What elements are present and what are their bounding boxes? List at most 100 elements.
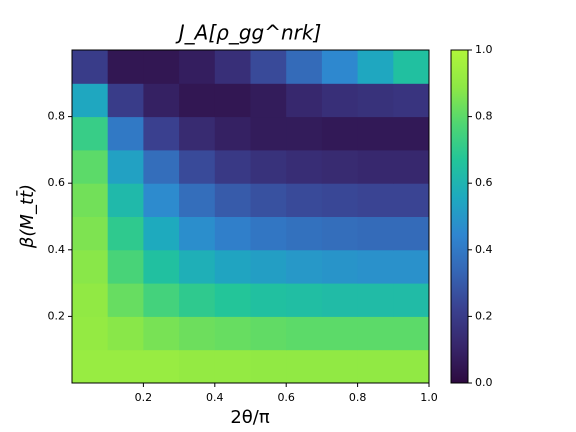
heat-cell <box>250 283 287 317</box>
heat-cell <box>214 249 251 284</box>
colorbar-tick-label: 0.2 <box>475 309 493 322</box>
heat-cell <box>321 50 359 84</box>
heat-cell <box>286 83 323 118</box>
y-tick-label: 0.8 <box>48 110 66 123</box>
heat-cell <box>72 349 109 384</box>
heat-cell <box>214 149 251 184</box>
heat-cell <box>143 349 180 384</box>
heat-cell <box>107 249 144 284</box>
heat-cell <box>393 116 430 151</box>
heat-cell <box>107 349 144 384</box>
heat-cell <box>250 216 287 251</box>
heat-cell <box>107 283 144 317</box>
heat-cell <box>72 249 109 284</box>
heat-cell <box>250 83 287 118</box>
heat-cell <box>321 83 359 118</box>
heat-cell <box>179 349 216 384</box>
heat-cell <box>357 116 394 151</box>
heat-cell <box>143 316 180 351</box>
heat-cell <box>179 283 216 317</box>
heat-cell <box>72 50 109 84</box>
heat-cell <box>393 283 430 317</box>
heat-cell <box>179 216 216 251</box>
heat-cell <box>286 283 323 317</box>
heat-cell <box>286 183 323 217</box>
colorbar-tick-label: 0.0 <box>475 376 493 389</box>
heat-cell <box>72 149 109 184</box>
y-tick-label: 0.4 <box>48 243 66 256</box>
heat-cell <box>250 149 287 184</box>
heat-cell <box>143 116 180 151</box>
heat-cell <box>250 50 287 84</box>
heat-cell <box>250 183 287 217</box>
heat-cell <box>179 249 216 284</box>
y-tick-label: 0.6 <box>48 176 66 189</box>
colorbar-tick-label: 0.8 <box>475 110 493 123</box>
heat-cell <box>286 249 323 284</box>
heat-cell <box>179 316 216 351</box>
heat-cell <box>72 116 109 151</box>
heat-cell <box>393 183 430 217</box>
heat-cell <box>286 316 323 351</box>
heat-cell <box>321 283 359 317</box>
heat-cell <box>286 349 323 384</box>
heat-cell <box>357 183 394 217</box>
y-axis-label: β(M_tt̄) <box>16 184 38 249</box>
heat-cell <box>72 83 109 118</box>
heat-cell <box>357 83 394 118</box>
heat-cell <box>321 249 359 284</box>
heat-cell <box>179 116 216 151</box>
heat-cell <box>143 83 180 118</box>
heat-cell <box>250 349 287 384</box>
heat-cell <box>143 216 180 251</box>
heat-cell <box>214 349 251 384</box>
heat-cell <box>357 349 394 384</box>
heat-cell <box>214 216 251 251</box>
heat-cell <box>250 116 287 151</box>
heat-cell <box>107 116 144 151</box>
heat-cell <box>107 216 144 251</box>
heat-cell <box>72 283 109 317</box>
colorbar-tick-label: 0.4 <box>475 243 493 256</box>
heat-cell <box>214 283 251 317</box>
heat-cell <box>214 83 251 118</box>
heat-cell <box>143 283 180 317</box>
heat-cell <box>250 249 287 284</box>
heat-cell <box>214 50 251 84</box>
x-axis-label: 2θ/π <box>230 407 270 428</box>
heat-cell <box>393 149 430 184</box>
x-tick-label: 0.4 <box>206 391 224 404</box>
heat-cell <box>179 183 216 217</box>
colorbar <box>450 49 469 384</box>
heat-cell <box>107 50 144 84</box>
heat-cell <box>107 83 144 118</box>
heat-cell <box>179 50 216 84</box>
x-tick-label: 0.6 <box>277 391 295 404</box>
heat-cell <box>393 349 430 384</box>
heat-cell <box>214 116 251 151</box>
heat-cell <box>357 50 394 84</box>
heat-cell <box>72 316 109 351</box>
heat-cell <box>393 316 430 351</box>
heat-cell <box>357 249 394 284</box>
heat-cell <box>321 183 359 217</box>
heat-cell <box>143 183 180 217</box>
heat-cell <box>286 216 323 251</box>
x-tick-label: 0.2 <box>135 391 153 404</box>
heat-cell <box>107 316 144 351</box>
heat-cell <box>179 149 216 184</box>
heat-cell <box>321 116 359 151</box>
colorbar-tick-label: 0.6 <box>475 176 493 189</box>
heat-cell <box>143 149 180 184</box>
heat-cell <box>214 183 251 217</box>
x-tick-label: 1.0 <box>420 391 438 404</box>
heat-cell <box>321 349 359 384</box>
heat-cell <box>357 216 394 251</box>
heat-cell <box>107 149 144 184</box>
heat-cell <box>143 50 180 84</box>
heat-cell <box>357 316 394 351</box>
heat-cell <box>250 316 287 351</box>
heat-cell <box>143 249 180 284</box>
x-tick-label: 0.8 <box>349 391 367 404</box>
